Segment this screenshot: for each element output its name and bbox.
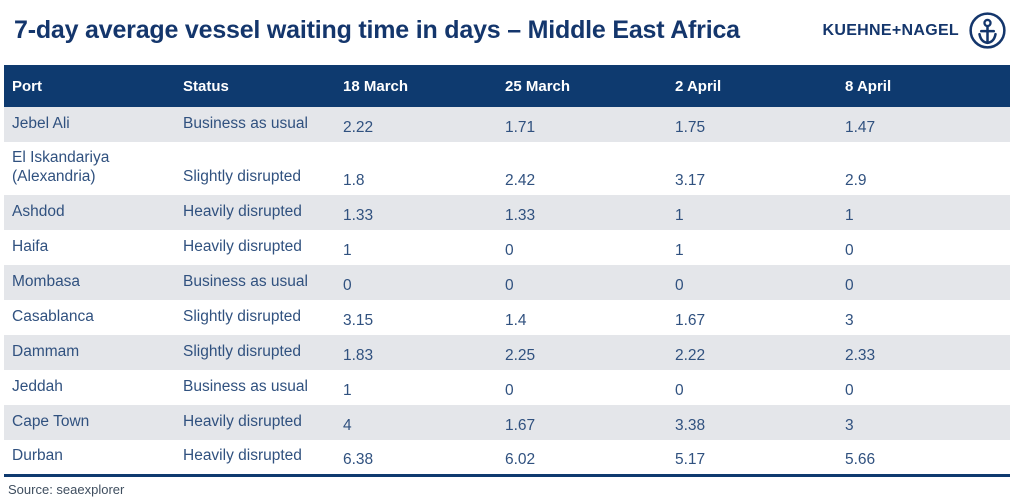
value-cell: 5.66 xyxy=(845,451,876,468)
status-cell: Business as usual xyxy=(175,107,335,142)
table-header-row: Port Status 18 March 25 March 2 April 8 … xyxy=(4,65,1010,107)
value-cell: 2.33 xyxy=(837,335,1010,370)
value-cell: 1 xyxy=(343,242,352,259)
table-row: Jeddah Business as usual 1 0 0 0 xyxy=(4,370,1010,405)
status-cell: Business as usual xyxy=(175,265,335,300)
status-cell: Heavily disrupted xyxy=(183,238,302,255)
table-row: Durban Heavily disrupted 6.38 6.02 5.17 5.66 xyxy=(4,440,1010,476)
value-cell: 6.02 xyxy=(505,451,536,468)
value-cell: 0 xyxy=(335,265,497,300)
port-cell: Jebel Ali xyxy=(4,107,175,142)
value-cell: 1.67 xyxy=(675,312,706,329)
value-cell: 2.22 xyxy=(667,335,837,370)
value-cell: 1.67 xyxy=(497,405,667,440)
value-cell: 2.22 xyxy=(335,107,497,142)
table-row: Dammam Slightly disrupted 1.83 2.25 2.22 2.33 xyxy=(4,335,1010,370)
port-cell: Dammam xyxy=(4,335,175,370)
value-cell: 3.38 xyxy=(667,405,837,440)
waiting-time-table: Port Status 18 March 25 March 2 April 8 … xyxy=(4,65,1010,477)
port-cell: Durban xyxy=(12,447,63,464)
value-cell: 3 xyxy=(845,312,854,329)
table-row: Mombasa Business as usual 0 0 0 0 xyxy=(4,265,1010,300)
value-cell: 0 xyxy=(497,265,667,300)
table-row: Ashdod Heavily disrupted 1.33 1.33 1 1 xyxy=(4,195,1010,230)
port-cell: El Iskandariya (Alexandria) xyxy=(12,149,110,185)
col-header-2-april: 2 April xyxy=(667,65,837,107)
status-cell: Slightly disrupted xyxy=(183,308,302,325)
col-header-port: Port xyxy=(4,65,175,107)
value-cell: 0 xyxy=(667,265,837,300)
table-row: El Iskandariya (Alexandria) Slightly disr… xyxy=(4,142,1010,195)
status-cell: Slightly disrupted xyxy=(183,168,302,185)
value-cell: 2.9 xyxy=(845,172,867,189)
value-cell: 1 xyxy=(675,242,684,259)
value-cell: 4 xyxy=(335,405,497,440)
col-header-18-march: 18 March xyxy=(335,65,497,107)
value-cell: 1.71 xyxy=(497,107,667,142)
kuehne-nagel-logo: KUEHNE+NAGEL xyxy=(822,11,1007,50)
port-cell: Haifa xyxy=(12,238,49,255)
value-cell: 1.33 xyxy=(497,195,667,230)
table-row: Jebel Ali Business as usual 2.22 1.71 1.75 1.… xyxy=(4,107,1010,142)
port-cell: Ashdod xyxy=(4,195,175,230)
value-cell: 3 xyxy=(837,405,1010,440)
port-cell: Mombasa xyxy=(4,265,175,300)
table-row: Cape Town Heavily disrupted 4 1.67 3.38 3 xyxy=(4,405,1010,440)
title-bar: 7-day average vessel waiting time in day… xyxy=(0,0,1017,57)
value-cell: 1 xyxy=(667,195,837,230)
value-cell: 1.47 xyxy=(837,107,1010,142)
value-cell: 0 xyxy=(505,382,514,399)
value-cell: 1.33 xyxy=(335,195,497,230)
value-cell: 0 xyxy=(845,382,854,399)
status-cell: Heavily disrupted xyxy=(183,447,302,464)
value-cell: 1.4 xyxy=(505,312,527,329)
value-cell: 5.17 xyxy=(675,451,706,468)
value-cell: 2.25 xyxy=(497,335,667,370)
col-header-25-march: 25 March xyxy=(497,65,667,107)
status-cell: Heavily disrupted xyxy=(175,405,335,440)
anchor-icon xyxy=(969,12,1006,49)
value-cell: 1.83 xyxy=(335,335,497,370)
port-cell: Casablanca xyxy=(12,308,94,325)
status-cell: Business as usual xyxy=(183,378,308,395)
value-cell: 0 xyxy=(837,265,1010,300)
col-header-8-april: 8 April xyxy=(837,65,1010,107)
source-note: Source: seaexplorer xyxy=(8,482,125,497)
port-cell: Jeddah xyxy=(12,378,63,395)
value-cell: 3.15 xyxy=(343,312,374,329)
value-cell: 1.75 xyxy=(667,107,837,142)
value-cell: 2.42 xyxy=(505,172,536,189)
value-cell: 6.38 xyxy=(343,451,374,468)
table-row: Casablanca Slightly disrupted 3.15 1.4 1.67 3 xyxy=(4,300,1010,335)
status-cell: Slightly disrupted xyxy=(175,335,335,370)
table-body: Jebel Ali Business as usual 2.22 1.71 1.75 1.… xyxy=(4,107,1010,476)
value-cell: 0 xyxy=(845,242,854,259)
value-cell: 1 xyxy=(343,382,352,399)
value-cell: 1.8 xyxy=(343,172,365,189)
value-cell: 1 xyxy=(837,195,1010,230)
value-cell: 0 xyxy=(505,242,514,259)
table-row: Haifa Heavily disrupted 1 0 1 0 xyxy=(4,230,1010,265)
status-cell: Heavily disrupted xyxy=(175,195,335,230)
page-title: 7-day average vessel waiting time in day… xyxy=(14,16,740,44)
logo-text: KUEHNE+NAGEL xyxy=(822,21,959,39)
value-cell: 0 xyxy=(675,382,684,399)
port-cell: Cape Town xyxy=(4,405,175,440)
col-header-status: Status xyxy=(175,65,335,107)
value-cell: 3.17 xyxy=(675,172,706,189)
